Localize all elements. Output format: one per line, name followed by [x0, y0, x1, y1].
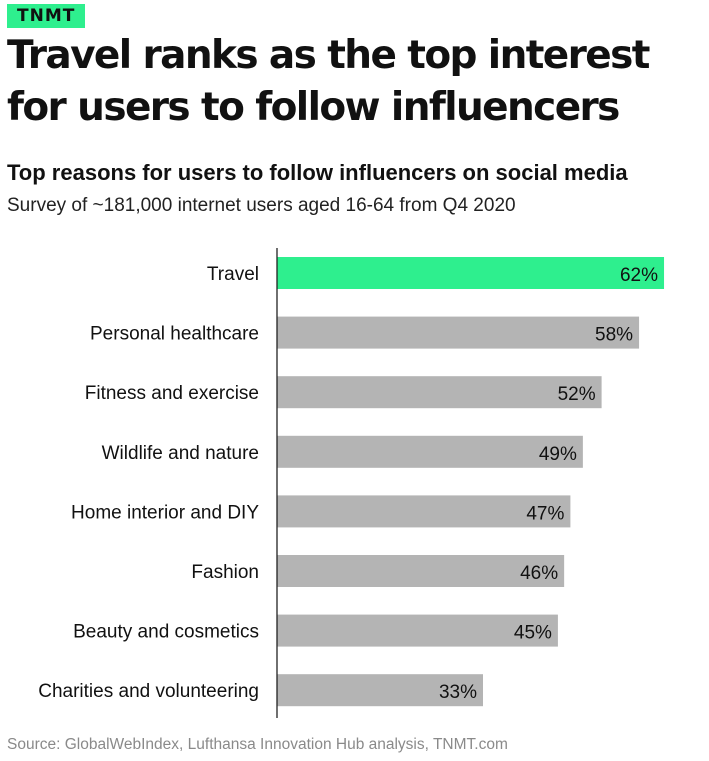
value-label-travel: 62%	[620, 265, 658, 286]
category-label-beauty-and-cosmetics: Beauty and cosmetics	[73, 622, 259, 643]
category-label-travel: Travel	[207, 264, 259, 285]
bar-beauty-and-cosmetics	[277, 614, 558, 647]
chart-description: Survey of ~181,000 internet users aged 1…	[7, 195, 516, 216]
category-label-wildlife-and-nature: Wildlife and nature	[102, 443, 259, 464]
category-label-personal-healthcare: Personal healthcare	[90, 324, 259, 345]
bar-travel	[277, 257, 665, 289]
bar-personal-healthcare	[277, 316, 640, 349]
bar-chart: Travel 62% Personal healthcare 58% Fitness a…	[38, 248, 665, 718]
bar-charities-and-volunteering	[277, 674, 483, 707]
value-label-fitness-and-exercise: 52%	[558, 384, 596, 405]
bar-fashion	[277, 555, 565, 587]
headline: Travel ranks as the top interest for use…	[7, 33, 650, 130]
value-label-fashion: 46%	[520, 563, 558, 584]
bar-fitness-and-exercise	[277, 376, 602, 409]
category-label-home-interior-and-diy: Home interior and DIY	[71, 502, 259, 523]
chart-subtitle: Top reasons for users to follow influenc…	[7, 160, 628, 185]
value-label-wildlife-and-nature: 49%	[539, 444, 577, 465]
value-label-personal-healthcare: 58%	[595, 325, 633, 346]
brand-logo: TNMT	[7, 4, 86, 28]
value-label-home-interior-and-diy: 47%	[526, 503, 564, 524]
value-label-charities-and-volunteering: 33%	[439, 682, 477, 703]
bar-home-interior-and-diy	[277, 495, 571, 528]
bar-wildlife-and-nature	[277, 435, 583, 468]
category-label-charities-and-volunteering: Charities and volunteering	[38, 681, 259, 702]
category-label-fashion: Fashion	[191, 562, 259, 583]
source-note: Source: GlobalWebIndex, Lufthansa Innova…	[7, 736, 508, 753]
value-label-beauty-and-cosmetics: 45%	[514, 623, 552, 644]
category-label-fitness-and-exercise: Fitness and exercise	[85, 383, 259, 404]
